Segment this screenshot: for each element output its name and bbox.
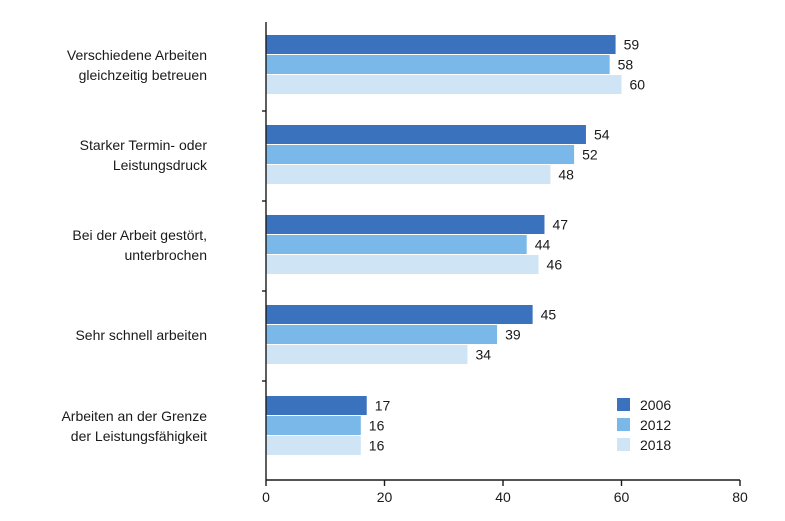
- x-tick-labels: 0 20 40 60 80: [262, 489, 748, 505]
- bar-2012-cat-2: [266, 235, 527, 254]
- category-label-line: Verschiedene Arbeiten: [67, 47, 207, 63]
- x-tick-label-20: 20: [377, 489, 393, 505]
- category-label-4: Arbeiten an der Grenze der Leistungsfähig…: [61, 408, 207, 444]
- legend-swatch-2018: [617, 438, 630, 451]
- value-label-2018-cat-4: 16: [369, 438, 385, 454]
- bar-2006-cat-1: [266, 125, 586, 144]
- category-label-line: Sehr schnell arbeiten: [75, 327, 207, 343]
- bar-2018-cat-4: [266, 436, 361, 455]
- bar-2006-cat-4: [266, 396, 367, 415]
- value-label-2006-cat-4: 17: [375, 398, 391, 414]
- category-label-0: Verschiedene Arbeiten gleichzeitig betreu…: [67, 47, 207, 83]
- category-label-3: Sehr schnell arbeiten: [75, 327, 207, 343]
- legend-label-2006: 2006: [640, 397, 671, 413]
- bar-2012-cat-0: [266, 55, 610, 74]
- category-label-line: unterbrochen: [124, 247, 207, 263]
- bar-2006-cat-0: [266, 35, 616, 54]
- value-label-2018-cat-1: 48: [558, 167, 574, 183]
- value-label-2006-cat-2: 47: [552, 217, 568, 233]
- bar-2012-cat-1: [266, 145, 575, 164]
- value-label-2012-cat-4: 16: [369, 418, 385, 434]
- x-tick-label-40: 40: [495, 489, 511, 505]
- value-label-2012-cat-1: 52: [582, 147, 598, 163]
- bar-2018-cat-1: [266, 165, 551, 184]
- category-label-1: Starker Termin- oder Leistungsdruck: [80, 137, 208, 173]
- bar-2006-cat-3: [266, 305, 533, 324]
- value-label-2012-cat-2: 44: [535, 237, 551, 253]
- legend-label-2018: 2018: [640, 437, 671, 453]
- category-label-line: Arbeiten an der Grenze: [61, 408, 207, 424]
- category-label-line: Bei der Arbeit gestört,: [72, 227, 207, 243]
- value-label-2012-cat-0: 58: [618, 57, 634, 73]
- category-label-2: Bei der Arbeit gestört, unterbrochen: [72, 227, 207, 263]
- value-label-2018-cat-2: 46: [547, 257, 563, 273]
- category-labels: Verschiedene Arbeiten gleichzeitig betreu…: [61, 47, 208, 444]
- axes-group: [262, 22, 741, 486]
- category-label-line: gleichzeitig betreuen: [79, 67, 207, 83]
- legend-swatch-2012: [617, 418, 630, 431]
- category-label-line: Leistungsdruck: [113, 157, 208, 173]
- legend-label-2012: 2012: [640, 417, 671, 433]
- bar-2012-cat-3: [266, 325, 498, 344]
- bar-2006-cat-2: [266, 215, 545, 234]
- value-label-2006-cat-3: 45: [541, 307, 557, 323]
- legend-swatch-2006: [617, 398, 630, 411]
- value-label-2018-cat-0: 60: [630, 77, 646, 93]
- bar-2012-cat-4: [266, 416, 361, 435]
- value-label-2006-cat-1: 54: [594, 127, 610, 143]
- value-label-2018-cat-3: 34: [475, 347, 491, 363]
- category-label-line: der Leistungsfähigkeit: [71, 428, 207, 444]
- bar-2018-cat-2: [266, 255, 539, 274]
- category-label-line: Starker Termin- oder: [80, 137, 208, 153]
- x-tick-label-80: 80: [732, 489, 748, 505]
- value-label-2012-cat-3: 39: [505, 327, 521, 343]
- bar-2018-cat-3: [266, 345, 468, 364]
- value-label-2006-cat-0: 59: [624, 37, 640, 53]
- bar-2018-cat-0: [266, 75, 622, 94]
- bars-group: [266, 35, 622, 455]
- x-tick-label-60: 60: [614, 489, 630, 505]
- x-tick-label-0: 0: [262, 489, 270, 505]
- legend: 2006 2012 2018: [617, 397, 671, 453]
